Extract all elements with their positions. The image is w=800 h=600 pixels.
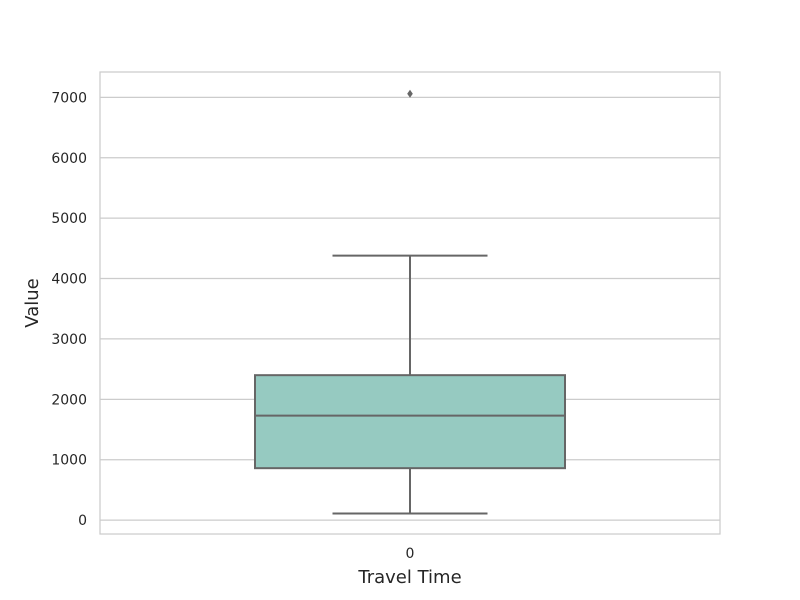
y-tick-label: 0 [78,513,87,529]
y-axis-title: Value [22,278,43,327]
outlier-point [407,89,413,98]
x-axis-title: Travel Time [357,567,461,588]
y-tick-label: 4000 [51,272,87,288]
y-tick-label: 5000 [51,211,87,227]
y-tick-label: 6000 [51,151,87,167]
plot-frame [99,71,721,535]
y-tick-label: 2000 [51,392,87,408]
y-tick-labels: 0 1000 2000 3000 4000 5000 6000 7000 [51,90,87,529]
y-tick-label: 1000 [51,453,87,469]
y-tick-label: 7000 [51,90,87,106]
x-tick-labels: 0 [406,546,415,562]
y-tick-label: 3000 [51,332,87,348]
box-layer [254,89,566,515]
iqr-box [254,374,566,470]
box-group [254,89,566,515]
x-tick-label: 0 [406,546,415,562]
